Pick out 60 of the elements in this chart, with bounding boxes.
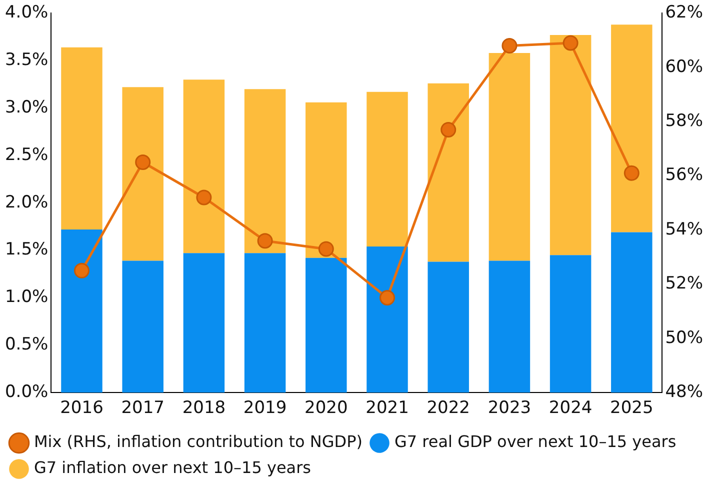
bar [122, 87, 164, 261]
bar [611, 232, 652, 393]
point [257, 233, 273, 249]
bar [550, 35, 592, 256]
bar [366, 246, 408, 393]
bar [366, 92, 408, 247]
point [440, 122, 456, 138]
y-tick-label: 0.5% [4, 334, 48, 355]
bar [244, 89, 286, 254]
y-tick-label: 1.0% [4, 287, 48, 308]
x-tick-label: 2017 [121, 398, 164, 418]
bar [488, 53, 530, 261]
bar [488, 260, 530, 393]
y2-tick-label: 52% [665, 274, 704, 294]
point [196, 190, 212, 206]
point [502, 38, 518, 54]
point [562, 35, 578, 51]
y-tick-label: 4.0% [4, 2, 48, 23]
bar [61, 47, 102, 230]
x-tick-label: 2021 [366, 398, 409, 418]
bar [428, 83, 469, 262]
y-tick-label: 2.0% [4, 192, 48, 212]
y2-tick-label: 58% [665, 111, 704, 132]
x-tick-label: 2024 [548, 398, 592, 418]
x-tick-label: 2016 [60, 398, 104, 418]
point [318, 241, 334, 257]
bar [61, 229, 102, 393]
bar [306, 102, 347, 258]
y-tick-label: 2.5% [4, 144, 48, 165]
point [624, 165, 640, 181]
y2-tick-label: 48% [665, 382, 704, 402]
y2-tick-label: 56% [665, 165, 704, 186]
bar [611, 24, 652, 232]
legend-label: Mix (RHS, inflation contribution to NGDP) [34, 432, 363, 452]
point [380, 290, 396, 306]
x-tick-label: 2019 [243, 398, 287, 418]
y2-tick-label: 62% [665, 2, 704, 23]
x-tick-label: 2023 [488, 398, 532, 418]
bar [122, 260, 164, 393]
bar [428, 262, 469, 393]
x-tick-label: 2022 [426, 398, 470, 418]
y-tick-label: 1.5% [4, 240, 48, 260]
point [135, 154, 151, 170]
legend-label: G7 real GDP over next 10–15 years [394, 432, 676, 452]
bar [306, 258, 347, 393]
y2-tick-label: 50% [665, 328, 704, 348]
point [74, 262, 90, 278]
bar [550, 255, 592, 393]
x-tick-label: 2025 [610, 398, 654, 418]
y-tick-label: 0.0% [4, 382, 48, 402]
x-tick-label: 2020 [304, 398, 348, 418]
x-tick-label: 2018 [182, 398, 226, 418]
y2-tick-label: 60% [665, 56, 704, 77]
bar [183, 253, 225, 393]
y-tick-label: 3.5% [4, 50, 48, 70]
bar [183, 80, 225, 254]
y-tick-label: 3.0% [4, 97, 48, 118]
bar [244, 253, 286, 393]
y2-tick-label: 54% [665, 219, 704, 240]
legend-label: G7 inflation over next 10–15 years [34, 458, 311, 478]
